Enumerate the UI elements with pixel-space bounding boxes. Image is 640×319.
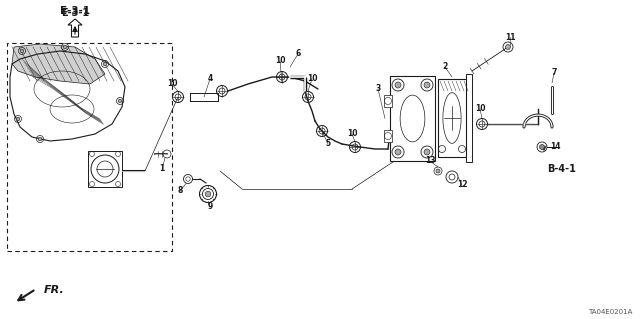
Text: 3: 3	[376, 85, 381, 93]
Text: 12: 12	[457, 181, 467, 189]
Circle shape	[424, 149, 430, 155]
Bar	[384, 130, 392, 142]
Text: 2: 2	[442, 63, 447, 71]
Circle shape	[20, 49, 24, 53]
Text: 8: 8	[177, 187, 182, 196]
Circle shape	[38, 137, 42, 141]
Bar	[390, 76, 435, 161]
Text: 7: 7	[551, 69, 557, 78]
Circle shape	[205, 191, 211, 197]
Text: 9: 9	[207, 203, 212, 211]
Text: 10: 10	[475, 105, 485, 114]
Text: 1: 1	[159, 165, 164, 174]
Text: 13: 13	[425, 157, 435, 166]
Text: 10: 10	[347, 130, 357, 138]
Text: 10: 10	[275, 56, 285, 65]
Bar	[88, 151, 122, 187]
Circle shape	[118, 99, 122, 103]
Text: 5: 5	[325, 139, 331, 149]
Text: 10: 10	[167, 79, 177, 88]
Bar	[384, 95, 392, 107]
Text: FR.: FR.	[44, 285, 65, 295]
Text: B-4-1: B-4-1	[548, 164, 577, 174]
Circle shape	[63, 45, 67, 49]
Text: 6: 6	[296, 49, 301, 58]
Polygon shape	[12, 44, 105, 84]
Text: E-3-1: E-3-1	[61, 8, 89, 18]
Text: TA04E0201A: TA04E0201A	[588, 309, 632, 315]
Circle shape	[540, 145, 545, 150]
Text: E-3-1: E-3-1	[60, 6, 90, 16]
Circle shape	[436, 169, 440, 173]
Circle shape	[395, 149, 401, 155]
Text: 10: 10	[307, 75, 317, 84]
Text: 4: 4	[207, 75, 212, 84]
Circle shape	[506, 44, 511, 49]
Text: 11: 11	[505, 33, 515, 41]
Circle shape	[103, 62, 107, 66]
Bar	[7, 43, 172, 251]
Circle shape	[424, 82, 430, 88]
Circle shape	[395, 82, 401, 88]
Text: 14: 14	[550, 143, 560, 152]
Circle shape	[16, 117, 20, 121]
Bar	[438, 79, 466, 157]
Bar	[466, 74, 472, 162]
